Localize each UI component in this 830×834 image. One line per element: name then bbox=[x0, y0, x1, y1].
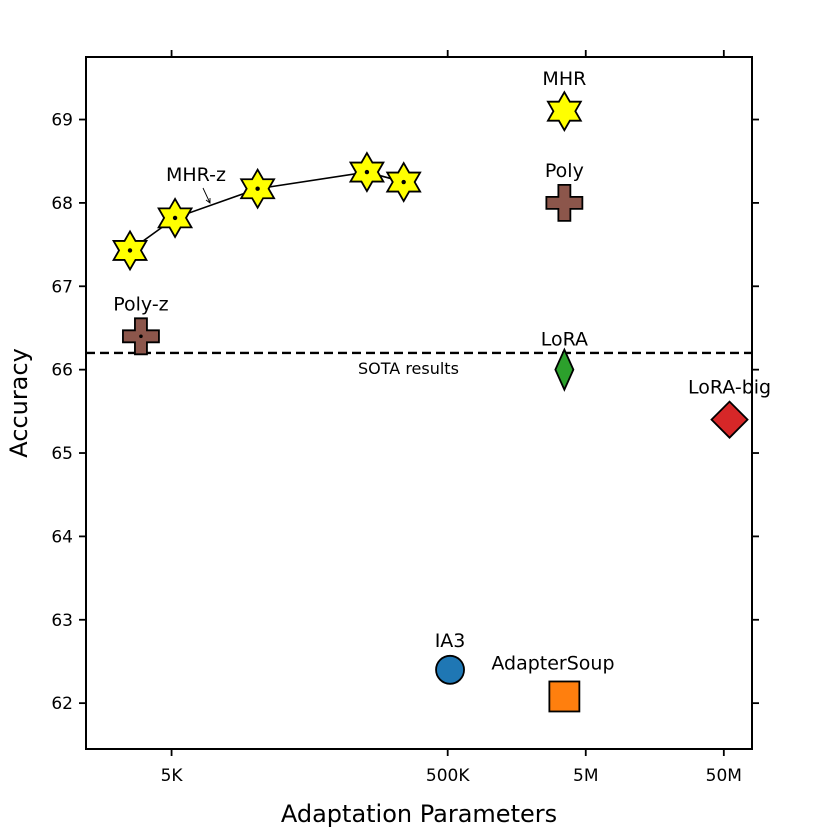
plot-frame bbox=[85, 56, 753, 750]
mhr-z-center-dot bbox=[255, 186, 260, 191]
mhr-z-label: MHR-z bbox=[166, 164, 226, 186]
x-tick-label: 5K bbox=[161, 766, 184, 786]
lora-big-marker bbox=[710, 400, 749, 439]
lora-big-label: LoRA-big bbox=[688, 377, 771, 399]
ia3-marker bbox=[435, 654, 465, 685]
poly-z-label: Poly-z bbox=[113, 293, 168, 315]
mhr-z-center-dot bbox=[127, 248, 133, 253]
adaptersoup-marker bbox=[548, 680, 581, 713]
mhr-z-arrow bbox=[202, 187, 211, 204]
x-tick-label: 500K bbox=[426, 766, 470, 786]
method-points: MHR Poly Poly-z LoRA LoRA-big IA3 AdapterSoup bbox=[113, 68, 771, 713]
x-tick-label: 5M bbox=[573, 766, 598, 786]
x-tick-label: 50M bbox=[706, 766, 742, 786]
mhr-marker bbox=[546, 90, 583, 132]
lora-label: LoRA bbox=[541, 329, 588, 351]
axis-ticks: 5K 500K 5M 50M 62 63 64 65 66 67 68 69 bbox=[51, 50, 759, 786]
y-tick-label: 62 bbox=[51, 694, 73, 714]
mhr-z-center-dot bbox=[172, 215, 178, 221]
lora-marker bbox=[554, 347, 575, 392]
poly-marker bbox=[545, 184, 584, 222]
mhr-z-center-dot bbox=[364, 169, 370, 175]
mhr-z-center-dot bbox=[401, 179, 406, 185]
poly-z-center-dot bbox=[139, 334, 143, 339]
ia3-label: IA3 bbox=[435, 630, 466, 652]
y-tick-label: 65 bbox=[51, 444, 73, 464]
mhr-z-markers bbox=[111, 151, 422, 272]
y-tick-label: 66 bbox=[51, 361, 73, 381]
sota-label: SOTA results bbox=[358, 359, 459, 378]
y-tick-label: 64 bbox=[51, 527, 73, 547]
x-axis-title: Adaptation Parameters bbox=[281, 800, 557, 828]
poly-label: Poly bbox=[545, 160, 584, 182]
mhr-label: MHR bbox=[542, 68, 586, 90]
y-tick-label: 68 bbox=[51, 194, 73, 214]
adaptersoup-label: AdapterSoup bbox=[491, 652, 614, 674]
y-tick-label: 63 bbox=[51, 611, 73, 631]
y-tick-label: 67 bbox=[51, 277, 73, 297]
y-tick-label: 69 bbox=[51, 111, 73, 131]
y-axis-title: Accuracy bbox=[5, 348, 33, 458]
